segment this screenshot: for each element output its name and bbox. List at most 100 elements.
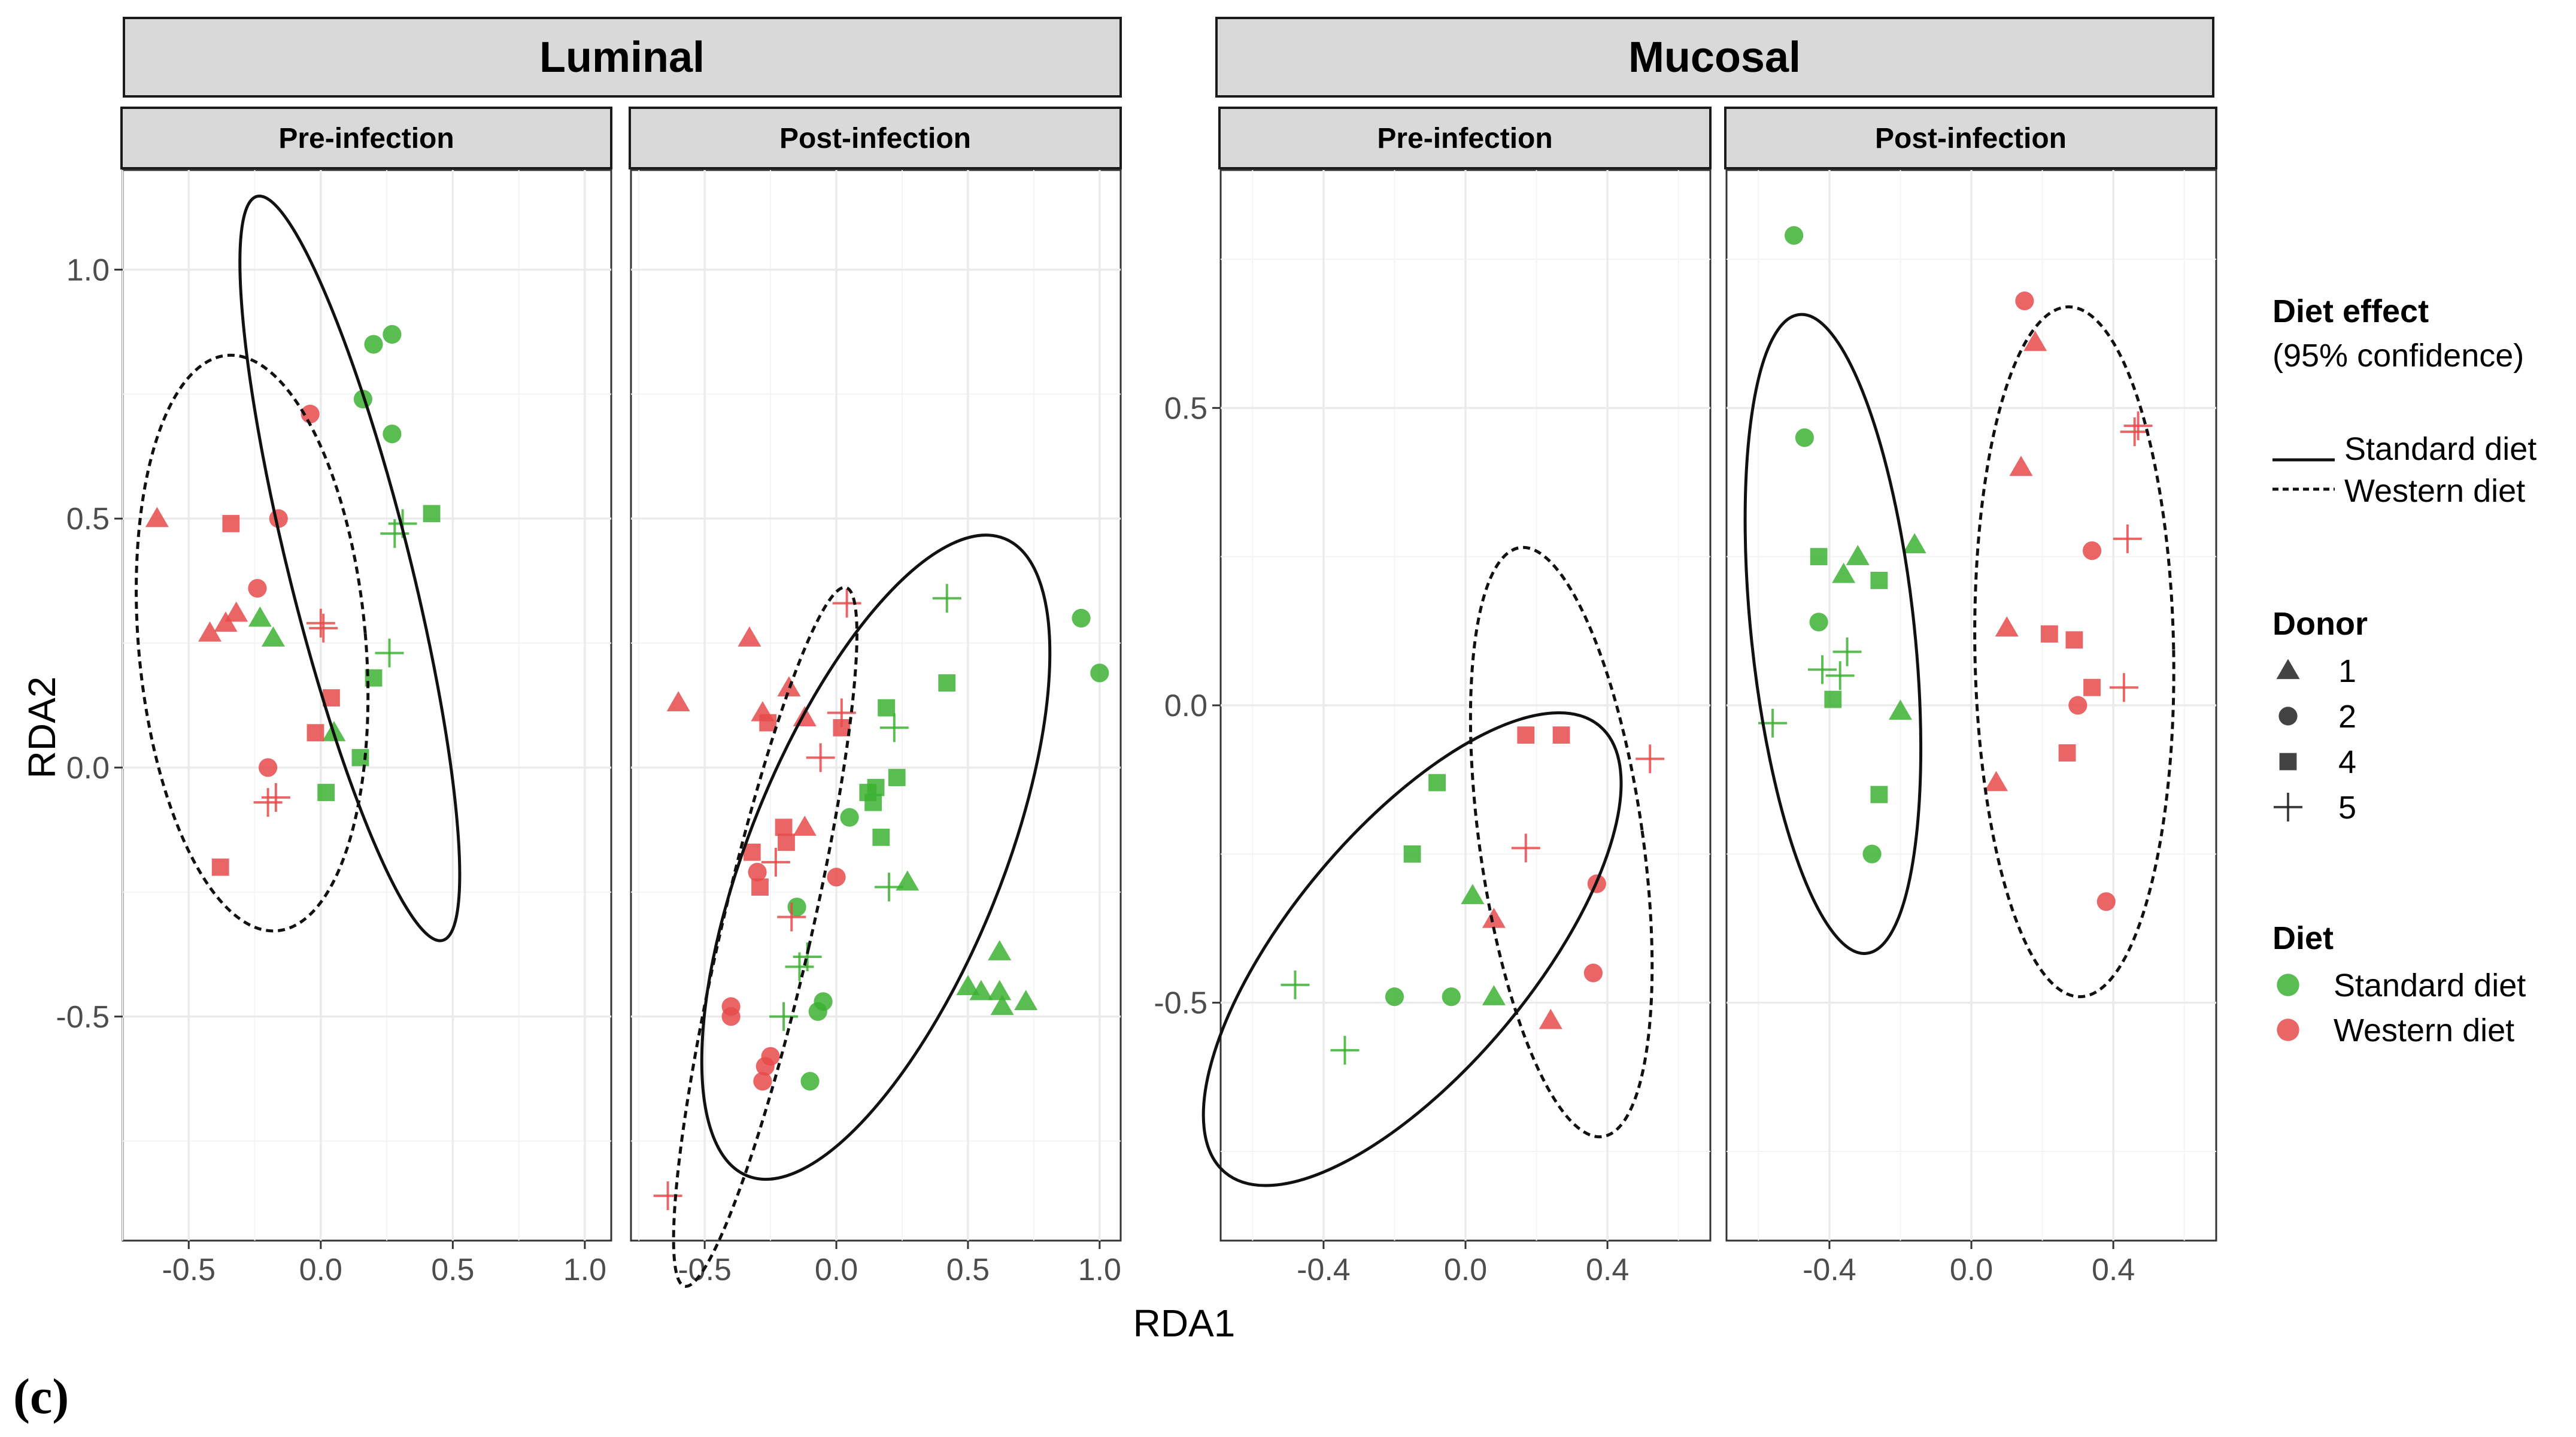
legend-title-diet-effect: Diet effect (2272, 293, 2429, 329)
data-point-standard-donor-5 (769, 1002, 799, 1031)
y-tick-label: 0.5 (1164, 391, 1207, 426)
legend-title-donor: Donor (2272, 606, 2368, 642)
data-point-western-donor-5 (827, 698, 856, 727)
data-point-western-donor-4 (2041, 625, 2058, 643)
group-label-luminal: Luminal (539, 34, 705, 81)
y-tick-label: 1.0 (66, 253, 110, 287)
data-point-standard-donor-4 (1810, 548, 1828, 566)
x-tick-label: 0.4 (2092, 1253, 2135, 1287)
data-point-western-donor-4 (1517, 726, 1535, 744)
data-point-standard-donor-4 (317, 784, 335, 801)
legend-diet-effect: Diet effect (95% confidence) Standard di… (2272, 293, 2536, 509)
data-point-standard-donor-5 (1281, 970, 1310, 999)
y-tick-label: -0.5 (1154, 986, 1207, 1021)
legend-diet-swatch-icon (2277, 1018, 2299, 1041)
data-point-western-donor-2 (753, 1072, 772, 1091)
data-point-standard-donor-5 (1832, 637, 1862, 666)
x-tick-label: 0.0 (299, 1253, 342, 1287)
data-point-western-donor-2 (721, 1007, 741, 1026)
data-point-standard-donor-2 (800, 1072, 820, 1091)
data-point-standard-donor-1 (1832, 562, 1856, 583)
data-point-standard-donor-2 (1785, 226, 1804, 245)
data-point-standard-donor-2 (1809, 613, 1828, 632)
legend-donor-circle-icon (2278, 707, 2298, 726)
legend-label-western-ellipse: Western diet (2344, 473, 2525, 509)
sub-strip-mucosal-pre: Pre-infection (1218, 107, 1712, 169)
data-point-western-donor-1 (145, 507, 169, 527)
x-tick-label: 0.0 (815, 1253, 858, 1287)
y-tick-label: 0.5 (66, 502, 110, 536)
data-point-standard-donor-4 (872, 828, 890, 846)
data-point-western-donor-4 (759, 714, 777, 732)
data-point-western-donor-1 (1539, 1008, 1562, 1029)
data-point-western-donor-5 (261, 783, 290, 812)
y-axis-luminal: -0.5 0.0 0.5 1.0 (56, 253, 123, 1035)
data-point-western-donor-2 (1583, 963, 1603, 983)
points-layer (653, 584, 1109, 1211)
data-point-western-donor-4 (307, 724, 324, 742)
data-point-western-donor-1 (793, 815, 817, 836)
data-point-standard-donor-2 (1385, 987, 1404, 1006)
data-point-standard-donor-1 (1014, 990, 1038, 1010)
group-label-mucosal: Mucosal (1628, 34, 1801, 81)
data-point-standard-donor-4 (1428, 774, 1446, 792)
data-point-standard-donor-1 (956, 975, 980, 996)
data-point-standard-donor-2 (1072, 608, 1091, 628)
data-point-western-donor-1 (738, 626, 761, 647)
data-point-western-donor-1 (224, 601, 248, 622)
sub-strip-mucosal-post: Post-infection (1724, 107, 2217, 169)
data-point-standard-donor-4 (864, 793, 882, 811)
data-point-standard-donor-1 (1846, 545, 1870, 565)
data-point-standard-donor-1 (1903, 533, 1926, 553)
data-point-standard-donor-2 (1795, 428, 1815, 447)
panel-title-luminal-post: Post-infection (779, 123, 971, 154)
y-axis-title: RDA2 (20, 677, 63, 779)
data-point-western-donor-5 (832, 589, 861, 618)
data-point-standard-donor-1 (1888, 699, 1912, 720)
y-tick-label: -0.5 (56, 1000, 110, 1035)
data-point-western-donor-2 (2082, 541, 2102, 560)
data-point-standard-donor-1 (988, 980, 1012, 1001)
confidence-ellipse-western (135, 353, 370, 933)
legend-donor-label: 5 (2338, 790, 2356, 826)
panel-luminal-post-infection: -0.5 0.0 0.5 1.0 (630, 169, 1122, 1288)
legend-donor-triangle-icon (2276, 659, 2300, 680)
group-strip-mucosal: Mucosal (1215, 17, 2214, 98)
data-point-standard-donor-5 (932, 584, 961, 613)
figure-caption-label: (c) (13, 1369, 69, 1424)
sub-strip-luminal-pre: Pre-infection (120, 107, 612, 169)
data-point-western-donor-5 (306, 608, 335, 638)
data-point-western-donor-2 (301, 404, 320, 424)
x-tick-label: 0.4 (1586, 1253, 1629, 1287)
data-point-western-donor-2 (827, 868, 846, 887)
data-point-western-donor-4 (1552, 726, 1570, 744)
confidence-ellipse-western (1973, 305, 2176, 999)
data-point-western-donor-5 (2120, 417, 2149, 447)
data-point-standard-donor-4 (1824, 690, 1842, 708)
data-point-standard-donor-4 (1870, 786, 1888, 804)
data-point-western-donor-4 (751, 878, 769, 896)
data-point-standard-donor-1 (896, 870, 920, 891)
y-axis-mucosal: -0.5 0.0 0.5 (1154, 391, 1221, 1021)
data-point-western-donor-2 (2068, 696, 2087, 715)
confidence-ellipse-standard (700, 533, 1052, 1181)
data-point-western-donor-2 (2015, 291, 2034, 311)
panel-title-mucosal-pre: Pre-infection (1377, 123, 1552, 154)
data-point-standard-donor-2 (814, 992, 833, 1011)
x-tick-label: -0.5 (162, 1253, 216, 1287)
data-point-western-donor-1 (2009, 456, 2033, 476)
data-point-western-donor-5 (253, 788, 283, 817)
data-point-standard-donor-2 (364, 335, 383, 354)
confidence-ellipse-standard (1743, 313, 1923, 955)
data-point-standard-donor-5 (1330, 1036, 1360, 1065)
confidence-ellipse-western (672, 586, 858, 1288)
data-point-standard-donor-1 (988, 940, 1012, 960)
data-point-standard-donor-4 (888, 769, 906, 786)
data-point-standard-donor-2 (787, 898, 806, 917)
data-point-western-donor-1 (2023, 331, 2047, 351)
data-point-western-donor-2 (248, 578, 267, 598)
legend-diet-label: Standard diet (2334, 968, 2526, 1004)
data-point-western-donor-5 (761, 847, 790, 877)
confidence-ellipse-standard (238, 194, 462, 942)
